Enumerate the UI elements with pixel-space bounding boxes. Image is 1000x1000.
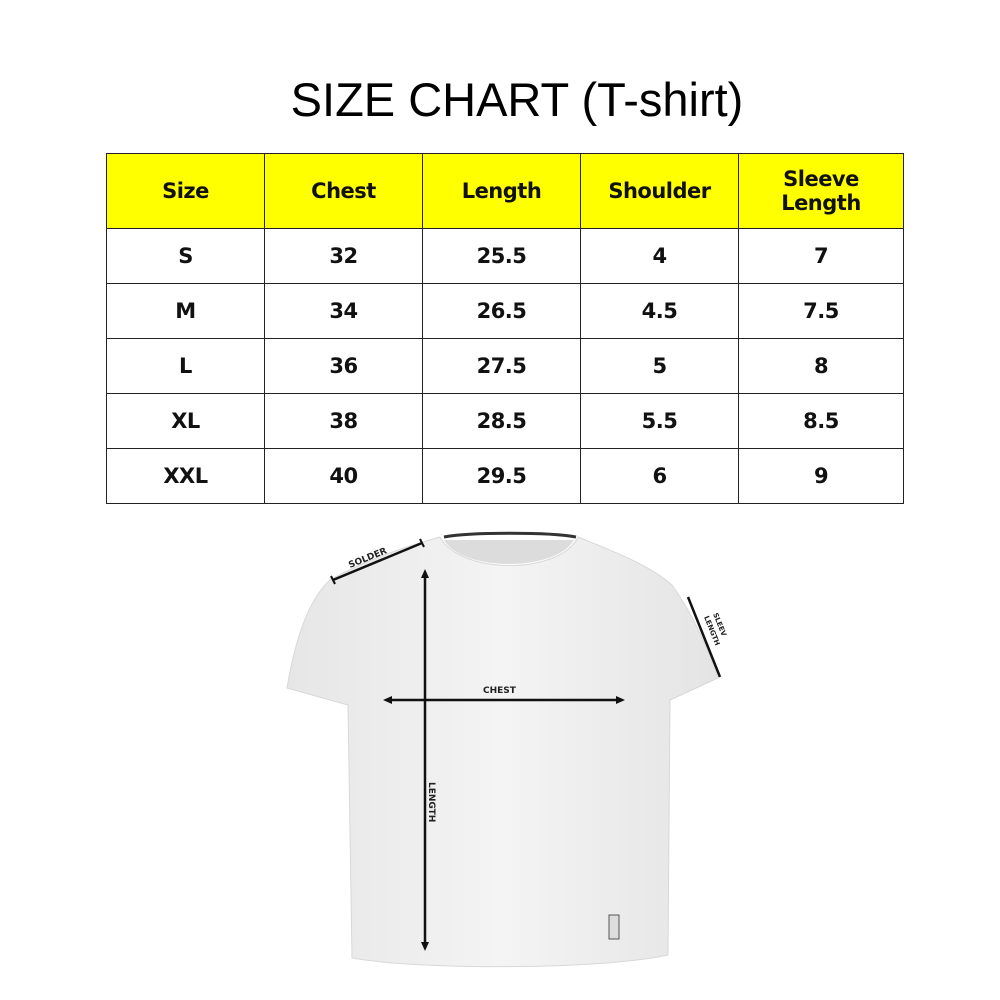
header-sleeve-length: Sleeve Length <box>738 153 904 229</box>
table-cell: 34 <box>264 283 423 339</box>
table-cell: 7 <box>738 228 904 284</box>
sleeve-measure-line <box>686 596 722 678</box>
neckline <box>443 531 577 539</box>
header-size: Size <box>106 153 265 229</box>
table-header-row: Size Chest Length Shoulder Sleeve Length <box>106 153 904 229</box>
table-cell: 6 <box>580 448 739 504</box>
length-label: LENGTH <box>426 782 436 822</box>
tshirt-shape <box>286 536 719 968</box>
table-cell: 29.5 <box>422 448 581 504</box>
table-row: S 32 25.5 4 7 <box>106 228 904 284</box>
table-cell: L <box>106 338 265 394</box>
table-cell: XXL <box>106 448 265 504</box>
table-cell: 8.5 <box>738 393 904 449</box>
table-cell: 5.5 <box>580 393 739 449</box>
table-cell: 9 <box>738 448 904 504</box>
table-row: XL 38 28.5 5.5 8.5 <box>106 393 904 449</box>
table-cell: XL <box>106 393 265 449</box>
size-table: Size Chest Length Shoulder Sleeve Length… <box>106 153 904 504</box>
header-chest: Chest <box>264 153 423 229</box>
table-cell: 28.5 <box>422 393 581 449</box>
table-cell: 32 <box>264 228 423 284</box>
table-cell: 25.5 <box>422 228 581 284</box>
table-cell: 27.5 <box>422 338 581 394</box>
brand-tag <box>608 914 620 940</box>
shoulder-measure-line <box>332 541 423 582</box>
table-cell: M <box>106 283 265 339</box>
table-cell: 4 <box>580 228 739 284</box>
page-title: SIZE CHART (T-shirt) <box>290 73 744 126</box>
header-length: Length <box>422 153 581 229</box>
table-cell: 40 <box>264 448 423 504</box>
table-cell: 38 <box>264 393 423 449</box>
table-row: L 36 27.5 5 8 <box>106 338 904 394</box>
chest-label: CHEST <box>483 686 517 696</box>
table-row: XXL 40 29.5 6 9 <box>106 448 904 504</box>
table-cell: S <box>106 228 265 284</box>
